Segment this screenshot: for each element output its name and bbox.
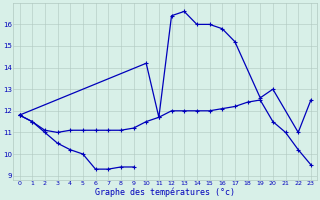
- X-axis label: Graphe des températures (°c): Graphe des températures (°c): [95, 188, 235, 197]
